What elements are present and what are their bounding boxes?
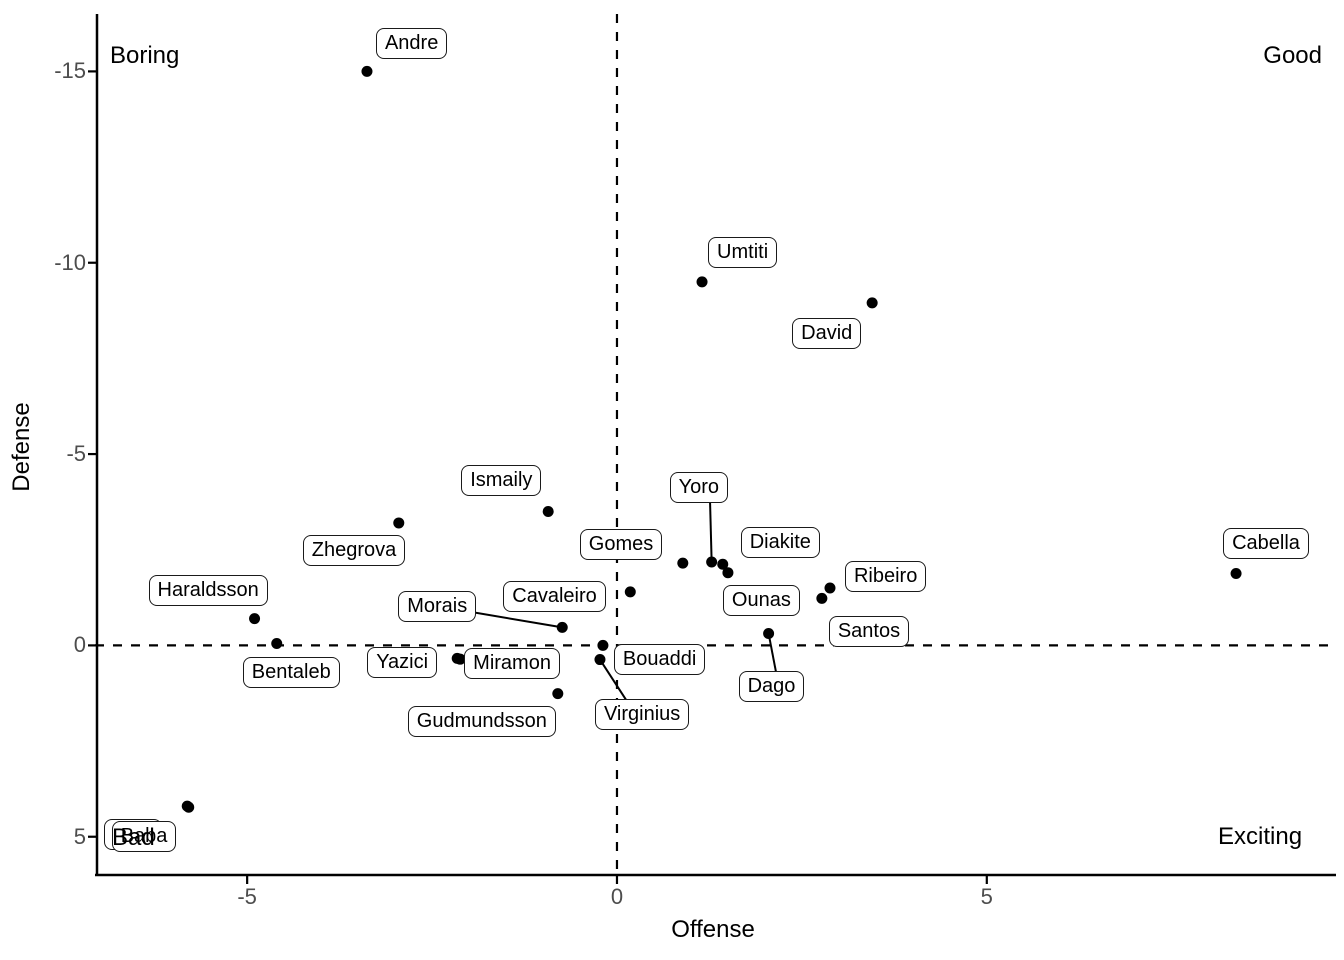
point-label-zhegrova: Zhegrova	[302, 534, 406, 566]
x-tick-label: 5	[980, 884, 993, 909]
point-label-virginius: Virginius	[594, 698, 690, 730]
data-point-gudmundsson	[552, 688, 564, 700]
data-point-zhegrova	[393, 517, 405, 529]
point-label-miramon: Miramon	[464, 648, 560, 680]
point-label-gudmundsson: Gudmundsson	[407, 705, 556, 737]
y-tick-label: 5	[73, 823, 86, 849]
point-label-bouaddi: Bouaddi	[613, 644, 706, 676]
point-label-morais: Morais	[398, 591, 477, 623]
point-label-yazici: Yazici	[367, 647, 438, 679]
x-tick-label: 0	[610, 884, 624, 909]
point-label-cavaleiro: Cavaleiro	[503, 580, 606, 612]
data-point-umtiti	[696, 276, 708, 288]
point-label-andre: Andre	[375, 28, 448, 60]
data-point-gomes	[677, 557, 689, 569]
point-label-dago: Dago	[738, 670, 805, 702]
data-point-andre	[361, 65, 373, 77]
point-label-diakite: Diakite	[740, 527, 820, 559]
point-label-haraldsson: Haraldsson	[148, 574, 268, 606]
data-point-dago	[763, 628, 775, 640]
quadrant-label-exciting: Exciting	[1218, 823, 1303, 850]
x-axis-title: Offense	[671, 916, 755, 943]
quadrant-label-good: Good	[1263, 42, 1322, 69]
quadrant-label-boring: Boring	[110, 42, 180, 69]
point-label-ribeiro: Ribeiro	[844, 561, 927, 592]
y-tick-label: -5	[66, 441, 86, 467]
data-point-miramon	[454, 653, 466, 665]
data-point-david	[866, 297, 878, 309]
point-label-gomes: Gomes	[579, 529, 663, 561]
point-label-yoro: Yoro	[669, 471, 729, 503]
y-tick-label: -10	[54, 249, 86, 275]
data-point-yoro	[706, 556, 718, 568]
point-label-baba: Baba	[111, 821, 177, 853]
point-label-david: David	[792, 317, 862, 349]
point-label-santos: Santos	[828, 616, 910, 648]
point-label-ismaily: Ismaily	[461, 465, 542, 497]
data-point-santos	[816, 592, 828, 604]
data-point-diakite	[717, 558, 729, 570]
data-point-cavaleiro	[624, 586, 636, 598]
data-point-bentaleb	[271, 637, 283, 649]
quadrant-label-bad: Bad	[112, 824, 155, 851]
data-point-bouaddi	[597, 639, 609, 651]
point-label-cabella: Cabella	[1223, 528, 1309, 560]
x-tick-label: -5	[237, 884, 257, 909]
data-point-ounas	[722, 567, 734, 579]
data-point-haraldsson	[249, 613, 261, 625]
y-tick-label: -15	[54, 58, 86, 84]
data-point-ribeiro	[824, 582, 836, 594]
data-point-baba	[183, 801, 195, 813]
point-label-umtiti: Umtiti	[708, 236, 778, 268]
point-label-bentaleb: Bentaleb	[242, 657, 340, 689]
data-point-virginius	[594, 654, 606, 666]
data-point-morais	[556, 621, 568, 633]
data-point-cabella	[1230, 567, 1242, 579]
data-point-ismaily	[542, 505, 554, 517]
y-tick-label: 0	[73, 632, 86, 658]
point-label-ounas: Ounas	[722, 584, 800, 616]
